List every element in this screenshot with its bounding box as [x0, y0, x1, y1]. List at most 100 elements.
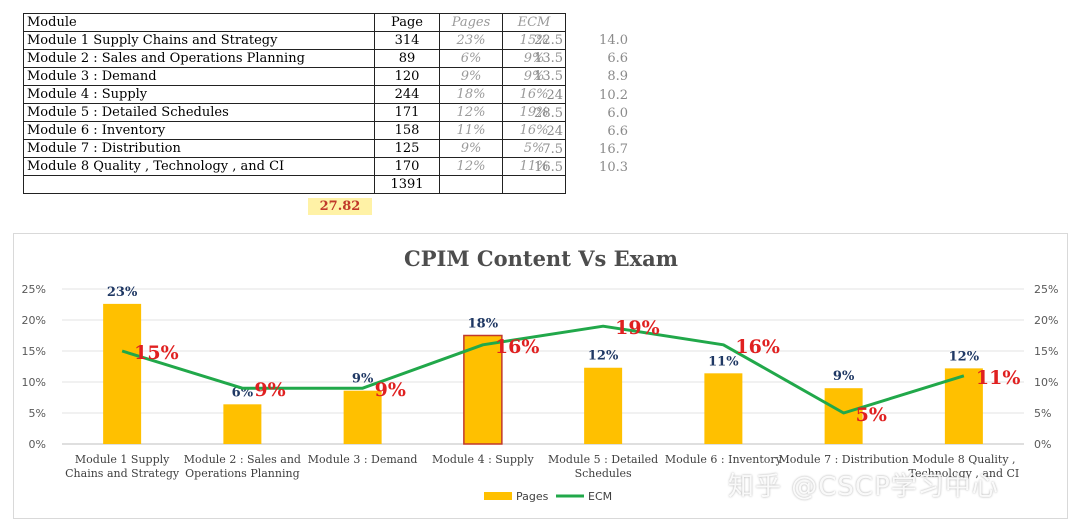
side-value-row: 7.5 16.7	[505, 142, 635, 160]
side-value-a[interactable]: 16.5	[534, 160, 563, 176]
y-tick-label-right: 10%	[1034, 376, 1058, 389]
cell-empty[interactable]	[502, 175, 566, 194]
cell-module[interactable]: Module 3 : Demand	[23, 67, 375, 86]
side-value-a[interactable]: 13.5	[534, 51, 563, 67]
average-cell[interactable]: 27.82	[308, 198, 372, 215]
y-tick-label-left: 15%	[22, 345, 46, 358]
header-ecm[interactable]: ECM	[502, 13, 566, 32]
line-data-label: 16%	[495, 336, 540, 358]
bar-data-label: 18%	[468, 317, 499, 332]
cell-module[interactable]: Module 7 : Distribution	[23, 139, 375, 158]
x-tick-label: Module 7 : Distribution	[779, 453, 909, 466]
cell-page[interactable]: 158	[374, 121, 440, 140]
side-value-b[interactable]: 8.9	[607, 69, 628, 85]
cell-pages[interactable]: 6%	[439, 49, 503, 68]
y-tick-label-right: 0%	[1034, 438, 1051, 451]
cell-empty[interactable]	[439, 175, 503, 194]
cell-page[interactable]: 170	[374, 157, 440, 176]
cell-page[interactable]: 314	[374, 31, 440, 50]
table-row: Module 3 : Demand 120 9% 9%	[23, 67, 566, 86]
bar-data-label: 12%	[949, 349, 980, 364]
side-value-a[interactable]: 13.5	[534, 69, 563, 85]
side-value-b[interactable]: 10.2	[599, 87, 628, 103]
combo-chart: CPIM Content Vs Exam 0% 0% 5% 5% 10% 10% 15% 15%…	[22, 246, 1059, 503]
legend-label-pages: Pages	[516, 490, 549, 503]
side-value-a[interactable]: 24	[546, 87, 563, 103]
side-value-row: 28.5 6.0	[505, 106, 635, 124]
side-value-b[interactable]: 10.3	[599, 160, 628, 176]
y-tick-label-left: 10%	[22, 376, 46, 389]
side-value-a[interactable]: 24	[546, 123, 563, 139]
side-value-a[interactable]: 7.5	[542, 142, 563, 158]
bar-pages	[704, 373, 743, 444]
bar-pages	[463, 334, 503, 445]
x-tick-label: Chains and Strategy	[65, 467, 180, 480]
cell-module[interactable]: Module 2 : Sales and Operations Planning	[23, 49, 375, 68]
side-value-row: 24 6.6	[505, 124, 635, 142]
header-pages[interactable]: Pages	[439, 13, 503, 32]
line-data-label: 16%	[735, 336, 780, 358]
side-value-b[interactable]: 6.0	[607, 105, 628, 121]
line-data-label: 11%	[976, 367, 1021, 389]
side-value-b[interactable]: 16.7	[599, 142, 628, 158]
side-value-row: 16.5 10.3	[505, 160, 635, 178]
cell-module[interactable]: Module 6 : Inventory	[23, 121, 375, 140]
cell-module[interactable]: Module 8 Quality , Technology , and CI	[23, 157, 375, 176]
cell-page[interactable]: 171	[374, 103, 440, 122]
cell-page[interactable]: 125	[374, 139, 440, 158]
side-value-b[interactable]: 6.6	[607, 51, 628, 67]
header-module[interactable]: Module	[23, 13, 375, 32]
cell-module[interactable]: Module 5 : Detailed Schedules	[23, 103, 375, 122]
cell-module[interactable]: Module 4 : Supply	[23, 85, 375, 104]
total-page-cell[interactable]: 1391	[374, 175, 440, 194]
line-data-label: 5%	[856, 404, 887, 426]
y-tick-label-right: 5%	[1034, 407, 1051, 420]
bar-data-label: 11%	[708, 354, 739, 369]
cell-pages[interactable]: 12%	[439, 103, 503, 122]
cell-pages[interactable]: 9%	[439, 139, 503, 158]
cell-pages[interactable]: 11%	[439, 121, 503, 140]
table-row: Module 4 : Supply 244 18% 16%	[23, 85, 566, 104]
cell-pages[interactable]: 23%	[439, 31, 503, 50]
cell-pages[interactable]: 12%	[439, 157, 503, 176]
chart-title: CPIM Content Vs Exam	[404, 246, 678, 271]
bar-data-label: 9%	[352, 372, 374, 387]
side-value-row: 13.5 6.6	[505, 51, 635, 69]
x-tick-label: Module 8 Quality ,	[912, 453, 1015, 466]
x-tick-label: Schedules	[575, 467, 632, 480]
side-value-a[interactable]: 22.5	[534, 33, 563, 48]
x-tick-label: Technology , and CI	[908, 467, 1019, 480]
x-tick-label: Operations Planning	[185, 467, 299, 480]
cell-module[interactable]: Module 1 Supply Chains and Strategy	[23, 31, 375, 50]
table-total-row: 1391	[23, 175, 566, 194]
cell-pages[interactable]: 18%	[439, 85, 503, 104]
ecm-line	[121, 324, 965, 415]
side-value-b[interactable]: 6.6	[607, 123, 628, 139]
cell-empty[interactable]	[23, 175, 375, 194]
y-tick-label-left: 25%	[22, 283, 46, 296]
cell-ecm[interactable]: 19%	[502, 103, 566, 122]
side-value-b[interactable]: 14.0	[599, 33, 628, 48]
line-data-label: 15%	[134, 342, 179, 364]
y-tick-label-right: 20%	[1034, 314, 1058, 327]
cell-page[interactable]: 89	[374, 49, 440, 68]
side-value-row: 22.5 14.0	[505, 33, 635, 51]
header-page[interactable]: Page	[374, 13, 440, 32]
side-value-a[interactable]: 28.5	[534, 105, 563, 121]
bar-pages	[223, 404, 262, 444]
bar-data-label: 23%	[107, 285, 138, 300]
line-data-label: 9%	[254, 379, 285, 401]
table-row: Module 1 Supply Chains and Strategy 314 23…	[23, 31, 566, 50]
x-tick-label: Module 2 : Sales and	[184, 453, 301, 466]
y-tick-label-right: 25%	[1034, 283, 1058, 296]
side-value-row: 24 10.2	[505, 88, 635, 106]
x-tick-label: Module 6 : Inventory	[665, 453, 783, 466]
bar-pages	[824, 388, 863, 444]
table-row: Module 2 : Sales and Operations Planning…	[23, 49, 566, 68]
x-tick-label: Module 1 Supply	[75, 453, 170, 466]
bar-pages	[584, 367, 623, 444]
cell-page[interactable]: 120	[374, 67, 440, 86]
chart-area[interactable]: CPIM Content Vs Exam 0% 0% 5% 5% 10% 10% 15% 15%…	[13, 233, 1068, 519]
cell-pages[interactable]: 9%	[439, 67, 503, 86]
cell-page[interactable]: 244	[374, 85, 440, 104]
